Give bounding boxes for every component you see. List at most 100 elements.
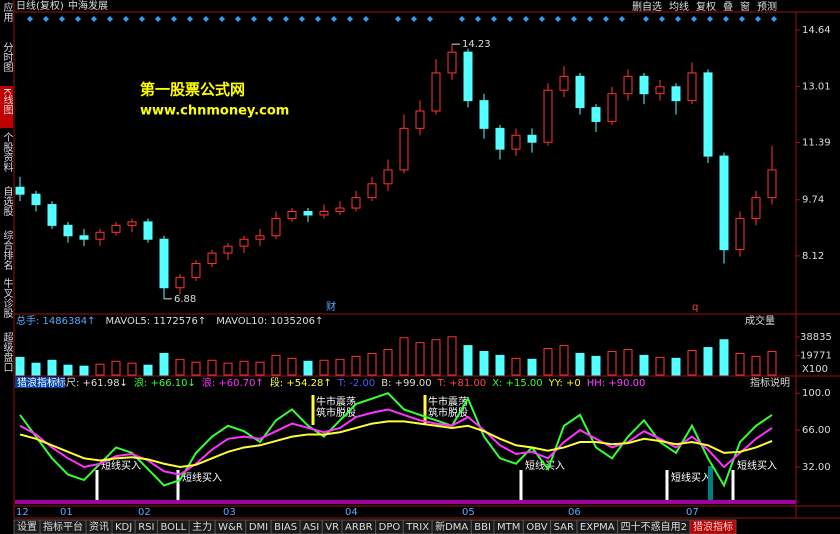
sidebar-tab[interactable]: 超级盘口 <box>1 331 13 372</box>
indicator-header: X: +15.00 <box>492 378 542 389</box>
candle-body <box>367 183 377 199</box>
toolbar-button[interactable]: 均线 <box>669 0 689 13</box>
toolbar-button[interactable]: 复权 <box>696 0 716 13</box>
volume-bar <box>287 357 297 376</box>
signal-diamond <box>283 16 289 22</box>
indicator-tab[interactable]: 猎浪指标 <box>693 520 733 533</box>
volume-bar <box>607 350 617 376</box>
candle-body <box>175 276 185 289</box>
watermark-url: www.chnmoney.com <box>140 104 289 119</box>
sidebar-tab[interactable]: 牛叉诊股 <box>1 277 13 319</box>
volume-title[interactable]: 成交量 <box>745 314 775 327</box>
candle-body <box>511 134 521 150</box>
indicator-help[interactable]: 指标说明 <box>750 376 790 389</box>
signal-diamond <box>347 16 353 22</box>
volume-bar <box>127 362 137 376</box>
sidebar-tab[interactable]: 分时图 <box>1 42 13 73</box>
indicator-tab[interactable]: BOLL <box>160 522 186 533</box>
y-tick-label: 38835 <box>800 332 832 343</box>
volume-bar <box>687 350 697 376</box>
volume-bar <box>79 365 89 376</box>
indicator-title-bg <box>15 377 65 388</box>
indicator-tab[interactable]: VR <box>325 522 339 533</box>
signal-diamond <box>59 16 65 22</box>
signal-diamond <box>675 16 681 22</box>
volume-bar <box>735 352 745 376</box>
x-tick-label: 05 <box>462 507 475 518</box>
indicator-tab[interactable]: BBI <box>474 522 491 533</box>
indicator-tab[interactable]: 指标平台 <box>43 520 83 533</box>
signal-diamond <box>139 16 145 22</box>
toolbar-button[interactable]: 删自选 <box>632 0 662 13</box>
y-tick-label: 100.0 <box>802 388 831 399</box>
volume-bar <box>207 359 217 376</box>
candle-body <box>767 169 777 199</box>
indicator-tab[interactable]: W&R <box>218 522 243 533</box>
candle-body <box>15 186 25 195</box>
candle-body <box>239 238 249 247</box>
indicator-tab[interactable]: DPO <box>379 522 401 533</box>
candle-body <box>623 75 633 95</box>
tab-bg <box>689 519 737 534</box>
volume-bar <box>671 357 681 376</box>
x-tick-label: 02 <box>138 507 151 518</box>
signal-diamond <box>267 16 273 22</box>
candle-body <box>207 252 217 264</box>
indicator-tab[interactable]: ASI <box>303 522 319 533</box>
indicator-tab[interactable]: KDJ <box>115 522 132 533</box>
toolbar-button[interactable]: 预测 <box>757 0 777 13</box>
indicator-tab[interactable]: RSI <box>138 522 154 533</box>
indicator-tab[interactable]: DMI <box>249 522 268 533</box>
volume-bar <box>463 345 473 376</box>
indicator-tab[interactable]: 四十不惑自用2 <box>621 520 687 533</box>
toolbar-button[interactable]: 窗 <box>740 0 750 13</box>
indicator-tab[interactable]: OBV <box>526 522 547 533</box>
x-tick-label: 06 <box>568 507 581 518</box>
volume-bar <box>175 358 185 376</box>
signal-diamond <box>411 16 417 22</box>
indicator-header: 标尺: +61.98↓ <box>56 377 128 389</box>
indicator-tab[interactable]: SAR <box>554 522 574 533</box>
sidebar-tab[interactable]: K线图 <box>1 88 13 115</box>
candle-body <box>223 245 233 254</box>
indicator-tab[interactable]: EXPMA <box>580 522 615 533</box>
candle-body <box>447 51 457 74</box>
indicator-tab[interactable]: MTM <box>497 522 520 533</box>
signal-diamond <box>643 16 649 22</box>
sidebar-tab[interactable]: 自选股 <box>1 185 13 217</box>
candle-body <box>463 51 473 102</box>
signal-diamond <box>235 16 241 22</box>
indicator-tab[interactable]: TRIX <box>405 522 429 533</box>
volume-bar <box>63 364 73 376</box>
candle-body <box>63 224 73 237</box>
indicator-tab[interactable]: ARBR <box>345 522 373 533</box>
indicator-tab[interactable]: 资讯 <box>89 521 109 533</box>
sidebar-tab[interactable]: 应用 <box>1 1 13 23</box>
candle-body <box>271 217 281 237</box>
volume-bar <box>575 352 585 376</box>
signal-diamond <box>707 16 713 22</box>
signal-diamond <box>331 16 337 22</box>
regime-label: 牛市震荡 <box>316 395 356 408</box>
indicator-tab[interactable]: 设置 <box>17 521 37 533</box>
regime-label: 牛市震荡 <box>428 395 468 408</box>
sidebar-active <box>0 86 13 128</box>
volume-bar <box>415 342 425 376</box>
indicator-tab[interactable]: 主力 <box>192 520 212 533</box>
candle-body <box>575 75 585 109</box>
signal-diamond <box>187 16 193 22</box>
signal-diamond <box>691 16 697 22</box>
indicator-tab[interactable]: BIAS <box>274 522 297 533</box>
volume-bar <box>143 364 153 376</box>
y-tick-label: 19771 <box>800 351 832 362</box>
toolbar-button[interactable]: 叠 <box>723 1 733 13</box>
candle-body <box>335 207 345 213</box>
signal-diamond <box>363 16 369 22</box>
event-marker: q <box>692 302 698 313</box>
y-tick-label: 66.00 <box>802 425 831 436</box>
indicator-tab[interactable]: 新DMA <box>435 520 468 533</box>
sidebar-tab[interactable]: 个股资料 <box>1 132 13 173</box>
sidebar-tab[interactable]: 综合排名 <box>1 229 13 271</box>
candle-body <box>383 169 393 185</box>
volume-bar <box>623 349 633 376</box>
